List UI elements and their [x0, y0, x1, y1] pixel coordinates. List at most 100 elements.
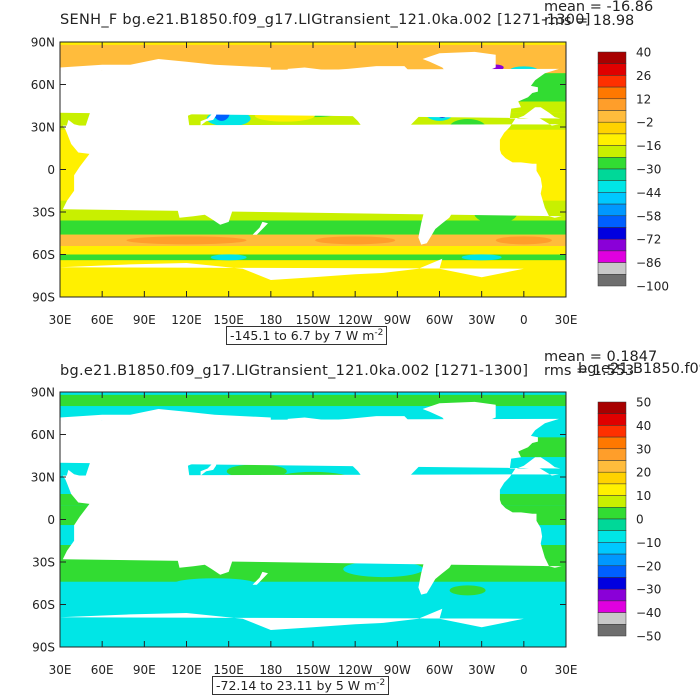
- colorbar-swatch: [597, 203, 627, 217]
- colorbar-label: 40: [636, 46, 651, 60]
- land-madagascar: [78, 187, 89, 205]
- lat-tick-label: 90S: [32, 641, 55, 655]
- land-sumatra: [151, 162, 167, 178]
- land-japan: [200, 105, 222, 126]
- colorbar-label: 10: [636, 489, 651, 503]
- lon-tick-label: 0: [520, 663, 528, 677]
- land-madagascar: [78, 537, 89, 555]
- lon-tick-label: 60W: [426, 313, 453, 327]
- land-philippines: [186, 144, 195, 161]
- lon-tick-label: 90W: [384, 663, 411, 677]
- colorbar-swatch: [597, 530, 627, 543]
- land-indonesia-borneo: [171, 511, 186, 526]
- land-sumatra: [151, 512, 167, 528]
- land-greenland: [422, 51, 496, 85]
- colorbar-label: −2: [636, 116, 654, 130]
- colorbar-label: −50: [636, 630, 661, 644]
- colorbar-swatch: [597, 542, 627, 555]
- colorbar: 50 40 30 20 10 0 −10 −20 −30 −40 −50: [597, 396, 661, 644]
- land-new-zealand: [252, 221, 268, 235]
- land-greenland: [422, 401, 496, 435]
- colorbar-swatch: [597, 401, 627, 414]
- colorbar-label: −44: [636, 186, 661, 200]
- lat-tick-label: 30N: [31, 121, 55, 135]
- land-new-guinea: [202, 520, 231, 534]
- colorbar-swatch: [597, 63, 627, 76]
- lat-tick-label: 90S: [32, 291, 55, 305]
- rms-text: rms = 18.98: [544, 13, 635, 29]
- lat-axis: 90N 60N 30N 0 30S 60S 90S: [31, 386, 566, 655]
- land-mask: [60, 401, 562, 647]
- colorbar-label: 12: [636, 92, 651, 106]
- colorbar-swatch: [597, 192, 627, 205]
- land-indonesia-borneo: [171, 161, 186, 176]
- land-cuba: [404, 136, 419, 142]
- colorbar-swatch: [597, 215, 627, 228]
- ocean-anomaly-1: [226, 464, 287, 479]
- land-antarctica: [60, 258, 524, 297]
- colorbar-label: −30: [636, 583, 661, 597]
- ocean-anomaly-18: [461, 254, 502, 261]
- land-new-zealand: [252, 571, 268, 585]
- colorbar-swatch: [597, 507, 627, 520]
- colorbar-swatch: [597, 425, 627, 438]
- land-cuba: [404, 486, 419, 492]
- colorbar-swatch: [597, 86, 627, 100]
- mean-text: mean = -16.86: [544, 0, 654, 15]
- colorbar-swatch: [597, 98, 627, 111]
- land-arabia: [65, 469, 100, 502]
- mean-text: mean = 0.1847: [544, 349, 658, 365]
- colorbar-swatch: [597, 600, 627, 613]
- ocean-anomaly-10: [174, 578, 255, 589]
- overflow-title-text: bg.e21.B1850.f09: [578, 361, 700, 377]
- colorbar-swatch: [597, 145, 627, 158]
- lat-tick-label: 30S: [32, 556, 55, 570]
- colorbar-label: 50: [636, 396, 651, 410]
- plot-title: SENH_F bg.e21.B1850.f09_g17.LIGtransient…: [60, 12, 591, 28]
- lon-tick-label: 150E: [213, 313, 244, 327]
- land-new-guinea: [202, 170, 231, 184]
- lon-tick-label: 0: [520, 313, 528, 327]
- lon-tick-label: 120E: [171, 313, 202, 327]
- land-mask: [60, 51, 562, 297]
- colorbar-swatch: [597, 157, 627, 170]
- map-figure: 90N 60N 30N 0 30S 60S 90S 30E 60E 90E 120E 150E 180…: [31, 386, 662, 678]
- lat-tick-label: 0: [47, 513, 55, 527]
- land-antarctica: [60, 608, 524, 647]
- lon-tick-label: 180: [259, 663, 282, 677]
- land-japan: [200, 455, 222, 476]
- land-philippines: [186, 494, 195, 511]
- land-uk: [515, 87, 526, 99]
- lon-tick-label: 30E: [555, 313, 578, 327]
- lat-tick-label: 90N: [31, 36, 55, 50]
- ocean-anomaly-11: [449, 585, 486, 596]
- ocean-anomaly-19: [210, 254, 247, 261]
- plot-title: bg.e21.B1850.f09_g17.LIGtransient_121.0k…: [60, 363, 529, 379]
- land-uk: [515, 437, 526, 449]
- colorbar-swatch: [597, 274, 627, 287]
- lon-tick-label: 180: [259, 313, 282, 327]
- land-iceland: [490, 426, 506, 431]
- colorbar-label: −20: [636, 559, 661, 573]
- land-australia: [176, 535, 233, 575]
- colorbar-swatch: [597, 133, 627, 146]
- colorbar-swatch: [597, 168, 627, 181]
- contour-range-label: -145.1 to 6.7 by 7 W m-2: [226, 326, 388, 346]
- colorbar-swatch: [597, 471, 627, 485]
- lat-tick-label: 90N: [31, 386, 55, 400]
- ocean-anomaly-9: [343, 561, 424, 578]
- colorbar-label: −58: [636, 209, 661, 223]
- rms-text: rms = 1.553: [544, 363, 635, 379]
- colorbar-swatch: [597, 612, 627, 625]
- colorbar-swatch: [597, 448, 627, 461]
- lat-tick-label: 0: [47, 163, 55, 177]
- colorbar-swatch: [597, 75, 627, 88]
- lon-tick-label: 60E: [91, 663, 114, 677]
- land-africa: [62, 117, 562, 218]
- lon-tick-label: 30E: [49, 663, 72, 677]
- lon-axis: 30E 60E 90E 120E 150E 180 150W 120W 90W 60W 30W 0 30…: [49, 392, 577, 677]
- colorbar-label: −40: [636, 606, 661, 620]
- ocean-band-0: [60, 394, 566, 407]
- lat-axis: 90N 60N 30N 0 30S 60S 90S: [31, 36, 566, 305]
- lon-tick-label: 60W: [426, 663, 453, 677]
